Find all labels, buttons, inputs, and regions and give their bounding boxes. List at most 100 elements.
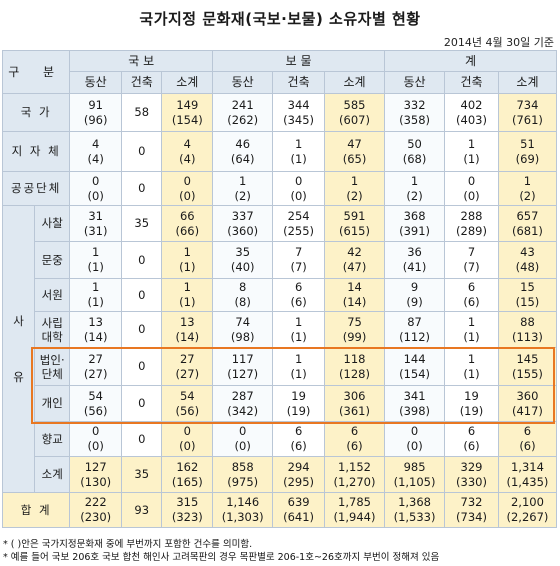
cell-count: 1	[467, 136, 476, 151]
cell-count: 1,368	[398, 495, 432, 509]
cell-subnumber-count: (99)	[342, 329, 367, 344]
cell-count: 222	[84, 495, 107, 509]
cell-subnumber-count: (1)	[290, 366, 307, 381]
row-label: 합 계	[1, 492, 71, 528]
table-cell: 91 (96)	[69, 93, 123, 132]
cell-count: 6	[294, 424, 303, 438]
table-cell: 4 (4)	[161, 131, 214, 172]
cell-subnumber-count: (165)	[171, 474, 203, 489]
cell-subnumber-count: (6)	[519, 439, 536, 453]
cell-subnumber-count: (112)	[399, 329, 431, 344]
cell-count: 1	[239, 173, 247, 188]
cell-count: 294	[287, 459, 310, 474]
cell-subnumber-count: (14)	[342, 295, 367, 309]
cell-count: 0	[467, 173, 476, 188]
table-cell: 145 (155)	[497, 347, 558, 386]
table-cell: 0	[121, 131, 163, 172]
table-cell: 35 (40)	[212, 241, 274, 279]
cell-count: 639	[287, 495, 310, 509]
cell-count: 54	[179, 388, 195, 403]
table-cell: 7 (7)	[272, 241, 325, 279]
table-cell: 2,100 (2,267)	[497, 492, 558, 528]
table-cell: 35	[121, 456, 163, 493]
table-cell: 1 (1)	[444, 131, 499, 172]
table-cell: 585 (607)	[323, 93, 386, 132]
cell-subnumber-count: (607)	[339, 112, 370, 127]
table-cell: 58	[121, 93, 163, 132]
cell-subnumber-count: (14)	[83, 329, 108, 344]
header-group-treasure: 보 물	[212, 50, 386, 72]
table-row: 사 유 사찰 31 (31) 35 66 (66) 337 (360) 254 (255) 591 (61…	[1, 205, 558, 493]
cell-count: 1	[350, 173, 359, 188]
table-cell: 0 (0)	[69, 171, 123, 206]
row-label: 법인· 단체	[34, 347, 71, 386]
cell-count: 734	[516, 97, 539, 112]
table-cell: 42 (47)	[323, 241, 386, 279]
table-cell: 43 (48)	[497, 241, 558, 279]
cell-count: 127	[84, 459, 107, 474]
table-cell: 6 (6)	[272, 278, 325, 312]
table-cell: 144 (154)	[384, 347, 446, 386]
table-cell: 360 (417)	[497, 385, 558, 422]
cell-subnumber-count: (6)	[463, 295, 480, 309]
cell-subnumber-count: (1)	[87, 260, 104, 274]
cell-subnumber-count: (1)	[179, 260, 196, 274]
table-cell: 118 (128)	[323, 347, 386, 386]
cell-subnumber-count: (40)	[230, 260, 255, 274]
table-cell: 657 (681)	[497, 205, 558, 242]
cell-count: 162	[176, 459, 199, 474]
table-cell: 35	[121, 205, 163, 242]
header-group-total: 계	[384, 50, 557, 72]
table-cell: 54 (56)	[69, 385, 123, 422]
table-cell: 51 (69)	[497, 131, 558, 172]
table-cell: 0 (0)	[212, 421, 274, 457]
table-cell: 1 (2)	[212, 171, 274, 206]
cell-subnumber-count: (56)	[175, 403, 200, 418]
cell-subnumber-count: (0)	[87, 188, 104, 203]
table-cell: 732 (734)	[444, 492, 499, 528]
table-cell: 329 (330)	[444, 456, 499, 493]
cell-count: 1,314	[510, 459, 544, 474]
cell-subnumber-count: (391)	[399, 223, 431, 238]
cell-subnumber-count: (1,270)	[333, 474, 376, 489]
cell-count: 91	[88, 97, 103, 112]
table-cell: 1 (2)	[323, 171, 386, 206]
cell-subnumber-count: (975)	[227, 474, 259, 489]
table-cell: 734 (761)	[497, 93, 558, 132]
table-cell: 294 (295)	[272, 456, 325, 493]
table-cell: 0 (0)	[161, 421, 214, 457]
cell-count: 117	[231, 351, 254, 366]
cell-subnumber-count: (127)	[227, 366, 259, 381]
cell-count: 35	[134, 216, 150, 230]
cell-count: 8	[239, 280, 247, 294]
cell-count: 0	[183, 424, 191, 438]
cell-subnumber-count: (47)	[342, 260, 367, 274]
cell-count: 7	[467, 245, 476, 259]
ownership-table: 구 분 국 보 보 물 계 동산 건축 소계 동산 건축 소계 동산 건축 소계…	[1, 50, 558, 528]
cell-count: 42	[347, 245, 362, 259]
header-category: 구 분	[1, 50, 71, 94]
table-cell: 1 (2)	[497, 171, 558, 206]
table-row: 합 계 222 (230) 93 315 (323) 1,146 (1,303) 639 (641…	[1, 492, 558, 528]
cell-subnumber-count: (6)	[346, 439, 363, 453]
table-cell: 639 (641)	[272, 492, 325, 528]
table-cell: 341 (398)	[384, 385, 446, 422]
cell-subnumber-count: (1)	[87, 295, 104, 309]
cell-count: 288	[460, 208, 483, 223]
cell-count: 54	[88, 388, 103, 403]
cell-subnumber-count: (4)	[179, 151, 196, 166]
cell-count: 0	[410, 424, 419, 438]
cell-count: 254	[287, 208, 310, 223]
cell-subnumber-count: (1)	[179, 295, 196, 309]
cell-subnumber-count: (0)	[234, 439, 251, 453]
table-row: 개인 54 (56) 0 54 (56) 287 (342) 19 (19) 306 (361) 341…	[3, 385, 558, 422]
table-cell: 0	[121, 421, 163, 457]
cell-subnumber-count: (230)	[80, 510, 112, 524]
cell-count: 1,785	[338, 495, 371, 509]
table-cell: 0 (0)	[161, 171, 214, 206]
table-cell: 75 (99)	[323, 311, 386, 348]
table-cell: 50 (68)	[384, 131, 446, 172]
table-title: 국가지정 문화재(국보·보물) 소유자별 현황	[139, 10, 421, 28]
cell-count: 43	[520, 245, 535, 259]
